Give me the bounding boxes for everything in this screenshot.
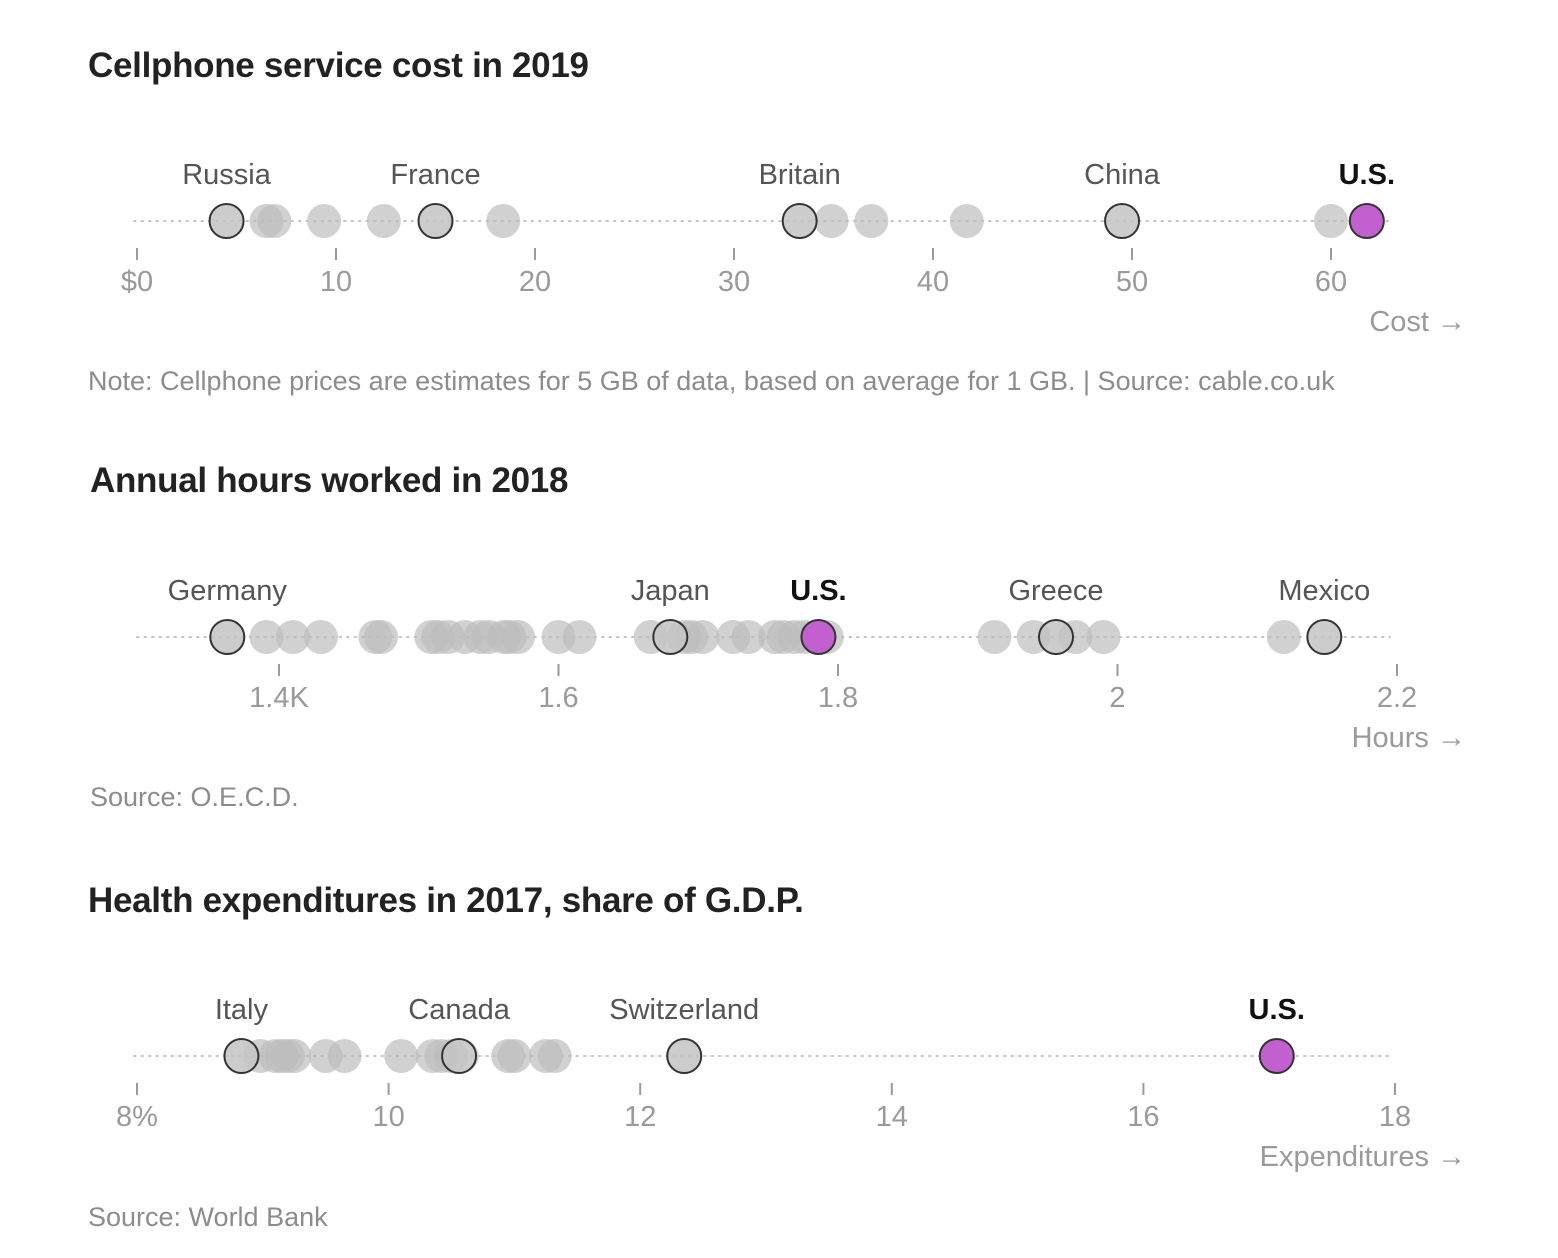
data-point <box>537 1039 572 1073</box>
chart-note: Source: World Bank <box>88 1202 328 1232</box>
data-point <box>384 1039 419 1073</box>
data-point <box>307 204 342 238</box>
data-point <box>497 1039 532 1073</box>
highlighted-point <box>223 1038 260 1074</box>
highlighted-point <box>781 203 818 239</box>
tick-label: 8% <box>116 1101 158 1133</box>
tick-label: 2 <box>1109 682 1125 714</box>
data-point <box>257 204 292 238</box>
country-label: U.S. <box>1249 994 1305 1026</box>
data-point <box>275 620 310 654</box>
highlighted-point <box>417 203 454 239</box>
country-label: Italy <box>215 994 269 1026</box>
tick-label: $0 <box>121 266 153 298</box>
chart-title: Annual hours worked in 2018 <box>90 461 569 500</box>
country-label: France <box>390 159 480 191</box>
x-axis-label: Hours → <box>1352 722 1466 754</box>
tick-label: 10 <box>320 266 352 298</box>
highlighted-point-us <box>1348 203 1385 239</box>
chart-title: Cellphone service cost in 2019 <box>88 46 589 85</box>
country-label: Russia <box>182 159 272 191</box>
country-label: U.S. <box>790 575 846 607</box>
strip-plot: 8% 10 12 14 16 18 Expenditures → Italy Canada Swi… <box>116 994 1466 1173</box>
highlighted-point-us <box>1258 1038 1295 1074</box>
highlighted-point <box>1104 203 1141 239</box>
strip-plot: $0 10 20 30 40 50 60 Cost → Russia France Britain C… <box>121 159 1466 338</box>
tick-label: 50 <box>1116 266 1148 298</box>
tick-label: 1.8 <box>818 682 858 714</box>
highlighted-point <box>1306 619 1343 655</box>
country-label: China <box>1084 159 1161 191</box>
tick-label: 10 <box>372 1101 404 1133</box>
data-point <box>364 620 399 654</box>
highlighted-point <box>1038 619 1075 655</box>
country-label: Greece <box>1008 575 1103 607</box>
data-point <box>854 204 889 238</box>
chart-note: Note: Cellphone prices are estimates for… <box>88 366 1335 396</box>
tick-label: 20 <box>519 266 551 298</box>
country-label: Japan <box>631 575 710 607</box>
highlighted-point-us <box>800 619 837 655</box>
data-point <box>1314 204 1348 238</box>
data-point <box>500 620 535 654</box>
data-point <box>303 620 338 654</box>
strip-plot: 1.4K 1.6 1.8 2 2.2 Hours → Germany Japan U.S. Gre… <box>136 575 1466 754</box>
data-point <box>1266 620 1301 654</box>
data-point <box>685 620 720 654</box>
tick-label: 12 <box>624 1101 656 1133</box>
data-point <box>562 620 597 654</box>
data-point <box>949 204 984 238</box>
tick-label: 16 <box>1127 1101 1159 1133</box>
country-label: U.S. <box>1339 159 1395 191</box>
country-label: Canada <box>408 994 510 1026</box>
data-point <box>486 204 521 238</box>
data-point <box>814 204 849 238</box>
tick-label: 1.4K <box>249 682 309 714</box>
chart-note: Source: O.E.C.D. <box>90 782 299 812</box>
highlighted-point <box>666 1038 703 1074</box>
x-axis-label: Expenditures → <box>1260 1141 1466 1173</box>
country-label: Mexico <box>1278 575 1370 607</box>
highlighted-point <box>441 1038 478 1074</box>
data-point <box>1086 620 1121 654</box>
highlighted-point <box>652 619 689 655</box>
x-axis-label: Cost → <box>1369 306 1466 338</box>
tick-label: 14 <box>876 1101 908 1133</box>
tick-label: 40 <box>917 266 949 298</box>
data-point <box>731 620 766 654</box>
data-point <box>277 1039 312 1073</box>
highlighted-point <box>208 203 245 239</box>
tick-label: 2.2 <box>1377 682 1417 714</box>
tick-label: 18 <box>1379 1101 1411 1133</box>
data-point <box>327 1039 362 1073</box>
data-point <box>249 620 284 654</box>
data-point <box>977 620 1012 654</box>
tick-label: 1.6 <box>538 682 578 714</box>
data-point <box>366 204 401 238</box>
tick-label: 60 <box>1315 266 1347 298</box>
country-label: Britain <box>759 159 841 191</box>
highlighted-point <box>209 619 246 655</box>
chart-title: Health expenditures in 2017, share of G.… <box>88 881 804 920</box>
tick-label: 30 <box>718 266 750 298</box>
country-label: Germany <box>168 575 288 607</box>
country-label: Switzerland <box>609 994 759 1026</box>
